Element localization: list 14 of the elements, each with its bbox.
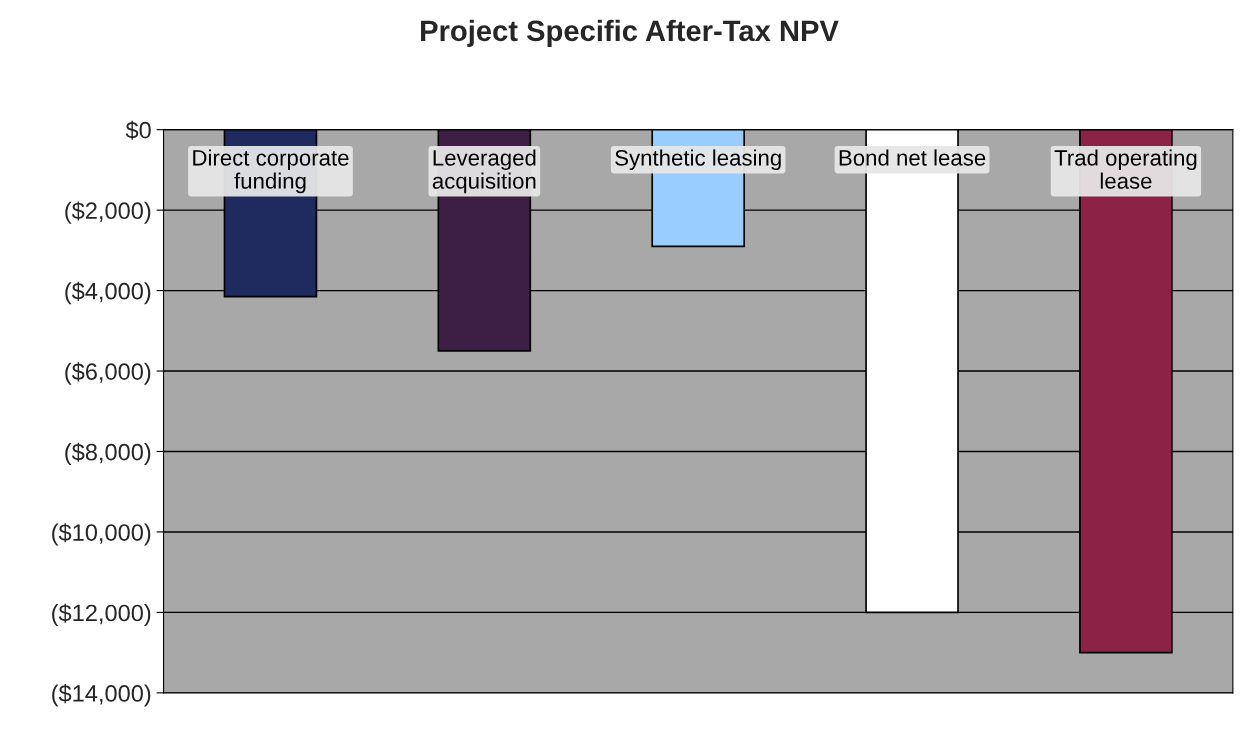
y-tick-label: ($6,000) — [65, 362, 151, 385]
y-tick-label: ($12,000) — [52, 603, 151, 627]
x-tick-label: Trad operating lease — [1054, 149, 1197, 189]
x-tick-label: Bond net lease — [839, 149, 986, 166]
x-tick-label: Direct corporate funding — [193, 149, 349, 194]
y-tick-label: ($10,000) — [52, 523, 151, 546]
y-tick-label: ($2,000) — [65, 201, 151, 224]
y-tick-label: ($8,000) — [65, 442, 151, 466]
y-tick-label: ($4,000) — [65, 281, 151, 305]
x-tick-label: Leveraged acquisition — [432, 149, 536, 194]
x-tick-label: Synthetic leasing — [615, 149, 781, 171]
chart-title: Project Specific After-Tax NPV — [421, 19, 839, 47]
y-tick-label: $0 — [125, 120, 151, 140]
y-tick-label: ($14,000) — [52, 684, 151, 707]
